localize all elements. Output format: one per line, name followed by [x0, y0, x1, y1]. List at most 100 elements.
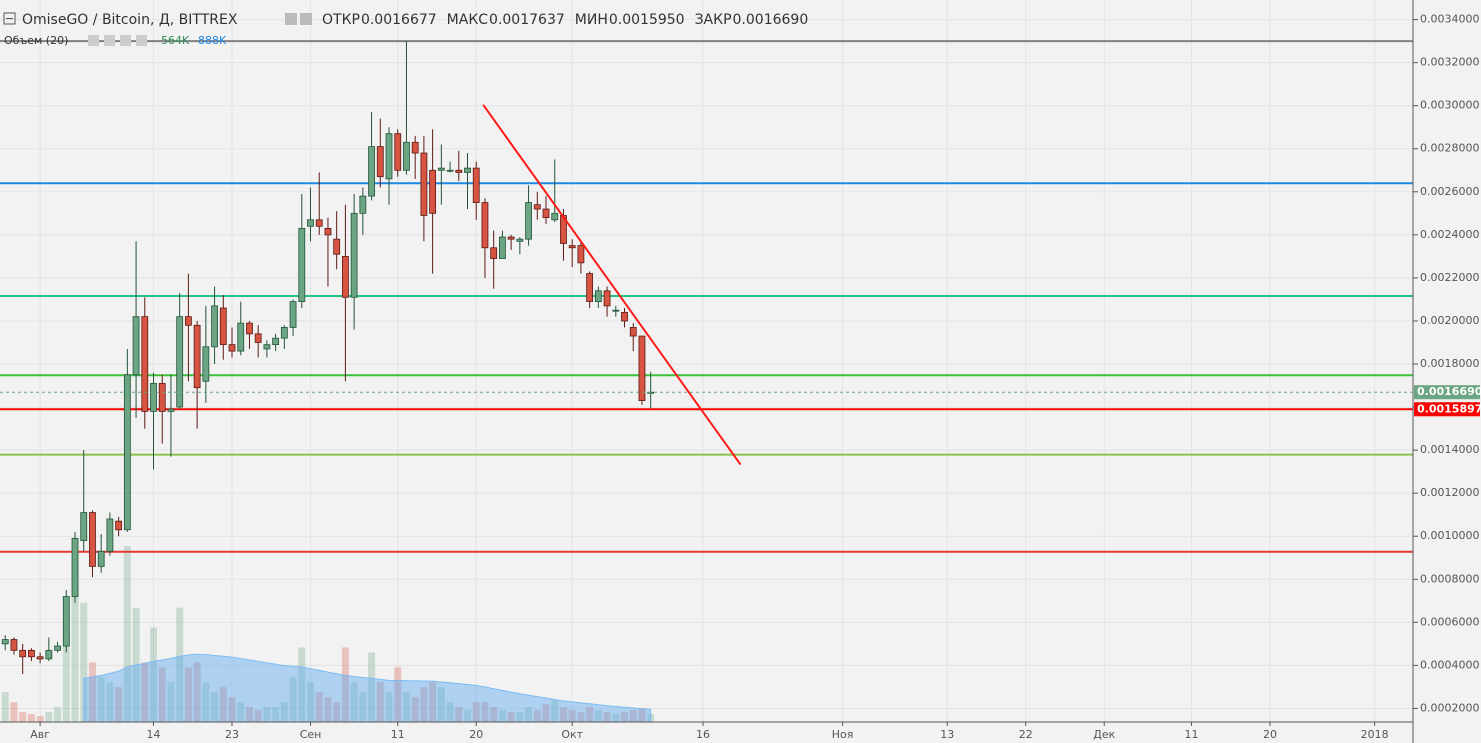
volume-bar — [612, 714, 620, 722]
candle-body — [551, 212, 559, 221]
candle-body — [498, 236, 506, 259]
x-tick-label: 13 — [940, 728, 954, 741]
volume-bar — [324, 697, 332, 722]
volume-bar — [10, 702, 18, 722]
volume-bar — [368, 652, 376, 722]
candle-body — [202, 346, 210, 382]
volume-bar — [507, 712, 515, 722]
volume-bar — [551, 700, 559, 722]
volume-bar — [176, 607, 184, 722]
volume-bar — [27, 714, 35, 722]
x-tick-label: 22 — [1019, 728, 1033, 741]
candle-body — [481, 202, 489, 249]
y-tick-label: 0.0012000 — [1420, 486, 1480, 499]
volume-bar — [193, 662, 201, 722]
candle-body — [193, 324, 201, 389]
candle-body — [638, 335, 646, 402]
candle-body — [45, 649, 53, 660]
volume-ma-value: 888K — [198, 34, 227, 47]
volume-bar — [464, 710, 472, 722]
candle-body — [429, 169, 437, 214]
x-tick-label: Ноя — [832, 728, 854, 741]
volume-bar — [350, 682, 358, 722]
candle-body — [394, 133, 402, 171]
candle-body — [376, 146, 384, 178]
candle-body — [176, 316, 184, 408]
candle-body — [228, 344, 236, 352]
volume-bar — [115, 687, 123, 722]
y-tick-label: 0.0028000 — [1420, 142, 1480, 155]
candle-body — [603, 290, 611, 307]
volume-bar — [586, 707, 594, 722]
candle-body — [568, 245, 576, 249]
candle-body — [350, 212, 358, 298]
candle-body — [89, 512, 96, 567]
price-tag-label: 0.0016690 — [1417, 385, 1481, 398]
candle-body — [507, 236, 515, 240]
volume-bar — [429, 682, 437, 722]
volume-bar — [36, 716, 44, 722]
volume-bar — [490, 707, 498, 722]
candle-body — [36, 656, 44, 660]
volume-bar — [106, 682, 114, 722]
volume-bar — [376, 682, 384, 722]
volume-bar — [516, 712, 524, 722]
volume-bar — [455, 707, 463, 722]
candle-body — [272, 337, 280, 346]
candle-body — [1, 639, 9, 645]
volume-bar — [420, 687, 428, 722]
ohlc-label: ОТКР — [322, 12, 360, 28]
candle-body — [184, 316, 192, 326]
candle-body — [385, 133, 393, 180]
volume-bar — [411, 697, 419, 722]
collapse-icon[interactable] — [3, 12, 16, 25]
y-tick-label: 0.0030000 — [1420, 99, 1480, 112]
x-tick-label: 20 — [469, 728, 483, 741]
volume-bar — [54, 707, 62, 722]
y-tick-label: 0.0018000 — [1420, 357, 1480, 370]
vol-icon[interactable] — [120, 35, 131, 46]
settings-icon[interactable] — [300, 13, 312, 25]
x-tick-label: 11 — [391, 728, 405, 741]
candle-body — [525, 202, 532, 240]
price-tag — [1414, 402, 1480, 417]
volume-bar — [307, 682, 315, 722]
x-tick-label: 20 — [1263, 728, 1277, 741]
volume-bar — [525, 707, 533, 722]
candle-body — [472, 167, 480, 203]
y-tick-label: 0.0034000 — [1420, 13, 1480, 26]
volume-bar — [638, 708, 646, 722]
volume-bar — [272, 707, 280, 722]
volume-bar — [97, 677, 105, 722]
volume-bar — [315, 692, 323, 722]
candle-body — [368, 146, 375, 197]
y-tick-label: 0.0014000 — [1420, 443, 1480, 456]
volume-bar — [88, 662, 96, 722]
volume-bar — [542, 704, 550, 722]
ohlc-label: МАКС — [447, 12, 489, 28]
candle-body — [219, 307, 227, 346]
vol-icon[interactable] — [136, 35, 147, 46]
y-tick-label: 0.0024000 — [1420, 228, 1480, 241]
candle-body — [341, 255, 349, 298]
volume-ma-area — [83, 653, 652, 723]
candle-body — [594, 290, 602, 302]
y-tick-label: 0.0008000 — [1420, 572, 1480, 585]
candle-body — [80, 512, 88, 541]
x-tick-label: Сен — [300, 728, 322, 741]
volume-bar — [123, 546, 131, 722]
x-tick-label: 2018 — [1361, 728, 1389, 741]
candle-body — [115, 520, 123, 531]
vol-icon[interactable] — [104, 35, 115, 46]
vol-icon[interactable] — [88, 35, 99, 46]
volume-bar — [141, 662, 149, 722]
volume-bar — [71, 582, 79, 722]
candle-body — [490, 247, 498, 259]
candle-body — [333, 238, 341, 255]
volume-bar — [237, 702, 245, 722]
candle-body — [71, 537, 79, 597]
volume-bar — [289, 677, 297, 722]
candle-body — [298, 227, 306, 302]
eye-icon[interactable] — [285, 13, 297, 25]
